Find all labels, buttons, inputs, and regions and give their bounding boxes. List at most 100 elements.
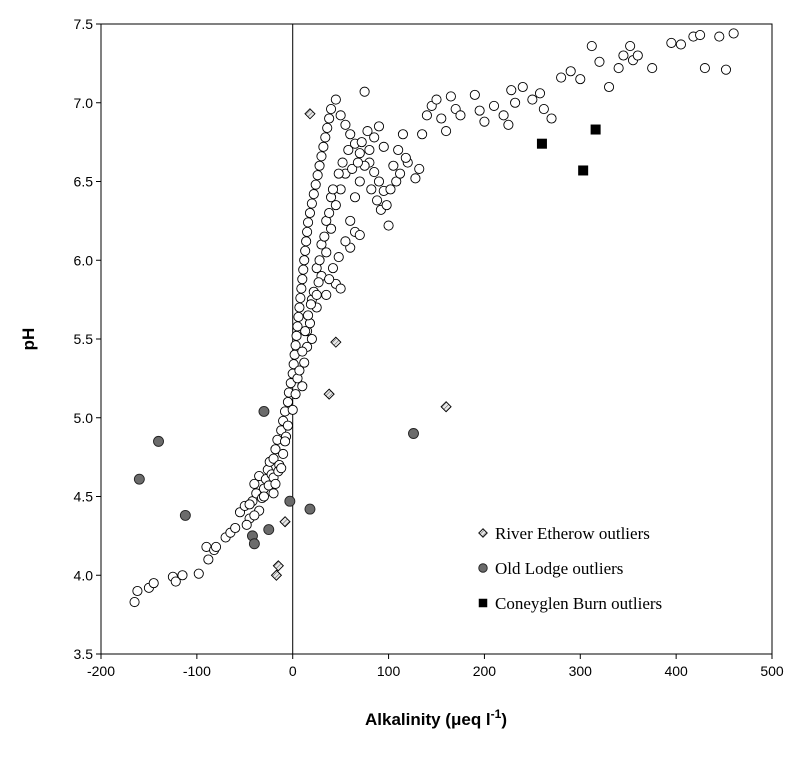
- data-point: [314, 255, 325, 266]
- data-point: [431, 94, 442, 105]
- data-point: [347, 163, 358, 174]
- data-point: [153, 435, 164, 447]
- data-point: [304, 503, 316, 515]
- data-point: [417, 129, 428, 140]
- data-point: [306, 198, 317, 209]
- x-tick-label: 200: [473, 663, 497, 679]
- data-point: [510, 97, 521, 108]
- data-point: [488, 100, 500, 111]
- x-tick-label: 400: [664, 663, 688, 679]
- data-point: [132, 585, 143, 597]
- data-point: [326, 223, 337, 234]
- data-point: [327, 263, 339, 274]
- data-point: [297, 381, 308, 392]
- data-point: [498, 110, 509, 121]
- data-point: [324, 207, 335, 219]
- data-point: [474, 105, 485, 116]
- data-point: [316, 151, 327, 162]
- data-point: [506, 85, 517, 96]
- data-point: [369, 166, 380, 178]
- data-point: [133, 473, 145, 485]
- data-point: [320, 132, 331, 143]
- data-point: [354, 176, 365, 187]
- data-point: [321, 247, 332, 258]
- data-point: [294, 365, 305, 376]
- data-point: [324, 113, 335, 124]
- data-point: [306, 333, 317, 345]
- data-point: [270, 478, 281, 489]
- x-axis-title-superscript: -1: [491, 707, 502, 721]
- data-point: [263, 524, 275, 536]
- data-point: [421, 110, 432, 121]
- data-point: [594, 56, 605, 67]
- data-point: [613, 63, 624, 74]
- data-point: [322, 122, 333, 133]
- data-points: [129, 28, 739, 608]
- data-point: [278, 448, 289, 460]
- y-tick-label: 4.5: [74, 489, 94, 505]
- data-point: [534, 88, 546, 99]
- y-tick-label: 3.5: [74, 646, 94, 662]
- data-point: [177, 570, 188, 581]
- data-point: [345, 215, 356, 226]
- data-point: [129, 596, 140, 608]
- data-point: [330, 200, 341, 211]
- legend-label-river-etherow: River Etherow outliers: [495, 524, 650, 543]
- x-tick-label: 300: [569, 663, 593, 679]
- data-point: [349, 192, 361, 203]
- data-point: [359, 86, 370, 97]
- data-point: [291, 330, 302, 341]
- data-point: [354, 229, 365, 241]
- data-point: [282, 420, 293, 431]
- data-point: [148, 578, 159, 589]
- data-point: [300, 326, 311, 337]
- data-point: [356, 137, 367, 148]
- data-point: [590, 124, 601, 135]
- data-point: [337, 157, 348, 168]
- data-point: [503, 119, 514, 130]
- data-point: [299, 255, 310, 266]
- data-point: [333, 168, 344, 179]
- data-point: [333, 252, 344, 263]
- data-point: [299, 357, 310, 368]
- data-point: [618, 50, 629, 61]
- legend-marker-coneyglen-burn: [478, 598, 488, 608]
- data-point: [345, 129, 356, 140]
- data-point: [578, 165, 589, 176]
- data-point: [170, 576, 181, 587]
- legend-label-old-lodge: Old Lodge outliers: [495, 559, 623, 578]
- data-point: [414, 163, 425, 174]
- data-point: [311, 289, 322, 300]
- data-point: [335, 283, 346, 294]
- data-point: [517, 81, 528, 93]
- data-point: [675, 39, 686, 50]
- data-point: [327, 184, 339, 195]
- y-axis-title: pH: [19, 328, 38, 351]
- data-point: [538, 104, 549, 115]
- x-tick-label: -200: [87, 663, 115, 679]
- data-point: [279, 516, 291, 528]
- data-point: [362, 126, 373, 137]
- data-point: [335, 110, 346, 121]
- data-point: [603, 81, 615, 93]
- data-point: [302, 226, 313, 237]
- legend-label-coneyglen-burn: Coneyglen Burn outliers: [495, 594, 662, 613]
- data-point: [321, 289, 332, 300]
- data-point: [304, 108, 316, 120]
- x-tick-label: 100: [377, 663, 401, 679]
- data-point: [241, 519, 252, 530]
- data-point: [248, 538, 260, 550]
- data-point: [323, 388, 335, 400]
- data-point: [699, 63, 710, 74]
- data-point: [395, 168, 406, 179]
- data-point: [436, 113, 447, 124]
- y-tick-label: 6.5: [74, 174, 94, 190]
- data-point: [296, 283, 307, 294]
- data-point: [268, 488, 279, 499]
- data-point: [193, 568, 204, 579]
- data-point: [304, 207, 316, 219]
- data-point: [290, 389, 301, 400]
- x-tick-label: 500: [760, 663, 784, 679]
- data-point: [536, 138, 547, 149]
- data-point: [258, 406, 270, 417]
